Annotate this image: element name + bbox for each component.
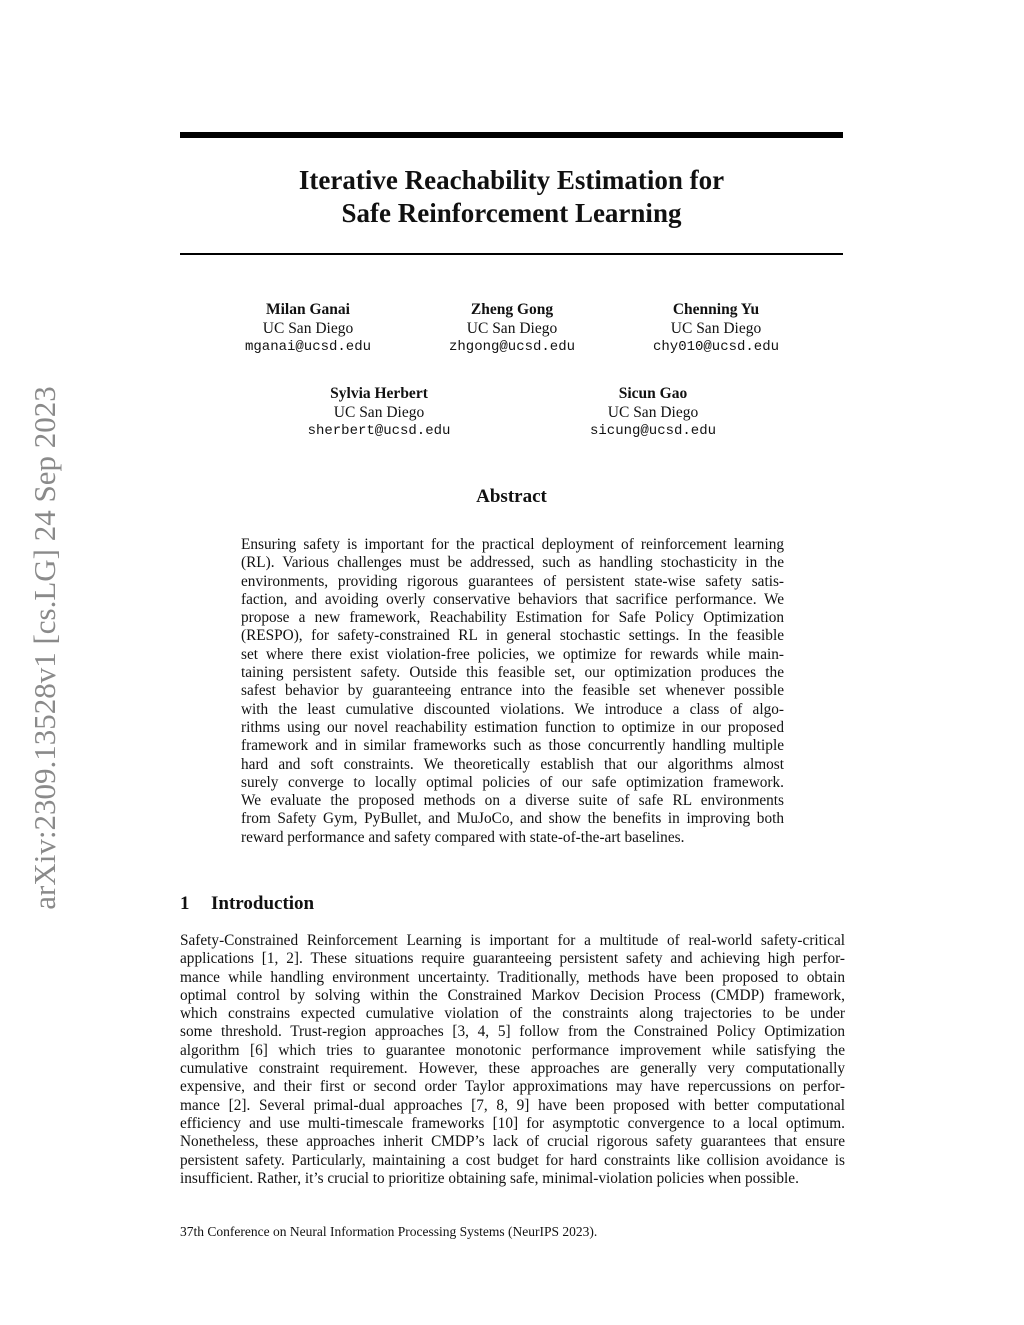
text-line: taining persistent safety. Outside this …	[241, 664, 784, 682]
author-affiliation: UC San Diego	[607, 403, 699, 421]
text-line: set where there exist violation-free pol…	[241, 645, 784, 663]
text-line: insufficient. Rather, it’s crucial to pr…	[180, 1169, 799, 1187]
title-line: Safe Reinforcement Learning	[341, 198, 682, 228]
section-number: 1	[180, 893, 190, 914]
author-name: Sicun Gao	[618, 385, 688, 402]
conference-footnote: 37th Conference on Neural Information Pr…	[180, 1224, 598, 1239]
text-line: Safety-Constrained Reinforcement Learnin…	[180, 932, 845, 949]
title-rule-top	[180, 132, 843, 138]
text-line: mance [2]. Several primal-dual approache…	[180, 1096, 845, 1114]
text-line: hard and soft constraints. We theoretica…	[241, 755, 784, 773]
text-line: We evaluate the proposed methods on a di…	[241, 792, 784, 810]
author-block: Sylvia Herbert UC San Diego sherbert@ucs…	[269, 385, 489, 441]
text-line: Ensuring safety is important for the pra…	[241, 536, 784, 553]
text-line: expensive, and their first or second ord…	[180, 1078, 845, 1096]
author-email: chy010@ucsd.edu	[652, 339, 780, 355]
text-line: with the least cumulative discounted vio…	[241, 700, 784, 718]
text-line: faction, and avoiding overly conservativ…	[241, 590, 784, 608]
author-affiliation: UC San Diego	[466, 319, 558, 337]
title-rule-bottom	[180, 253, 843, 255]
section-title: Introduction	[211, 893, 315, 914]
text-line: surely converge to locally optimal polic…	[241, 773, 784, 791]
arxiv-stamp: arXiv:2309.13528v1 [cs.LG] 24 Sep 2023	[27, 386, 62, 910]
text-line: framework and in similar frameworks such…	[241, 737, 784, 755]
author-block: Sicun Gao UC San Diego sicung@ucsd.edu	[543, 385, 763, 441]
text-line: reward performance and safety compared w…	[241, 828, 685, 846]
text-line: safest behavior by guaranteeing entrance…	[241, 682, 784, 700]
author-affiliation: UC San Diego	[262, 319, 354, 337]
text-line: persistent safety. Particularly, maintai…	[180, 1151, 845, 1169]
text-line: propose a new framework, Reachability Es…	[241, 609, 784, 627]
text-line: some threshold. Trust-region approaches …	[180, 1023, 845, 1041]
author-email: sherbert@ucsd.edu	[307, 423, 451, 439]
text-line: environments, providing rigorous guarant…	[241, 572, 784, 590]
author-block: Zheng Gong UC San Diego zhgong@ucsd.edu	[402, 301, 622, 357]
abstract-body: Ensuring safety is important for the pra…	[241, 536, 784, 847]
author-name: Milan Ganai	[266, 301, 350, 318]
author-email: zhgong@ucsd.edu	[448, 339, 576, 355]
author-block: Chenning Yu UC San Diego chy010@ucsd.edu	[606, 301, 826, 357]
introduction-body: Safety-Constrained Reinforcement Learnin…	[180, 932, 845, 1188]
author-email: mganai@ucsd.edu	[244, 339, 372, 355]
text-line: which constrains expected cumulative vio…	[180, 1005, 845, 1023]
author-email: sicung@ucsd.edu	[589, 423, 717, 439]
abstract-heading: Abstract	[476, 486, 547, 507]
author-block: Milan Ganai UC San Diego mganai@ucsd.edu	[198, 301, 418, 357]
text-line: rithms using our novel reachability esti…	[241, 718, 784, 736]
text-line: from Safety Gym, PyBullet, and MuJoCo, a…	[241, 810, 784, 828]
text-line: cumulative constraint requirement. Howev…	[180, 1060, 845, 1078]
text-line: (RL). Various challenges must be address…	[241, 554, 784, 572]
text-line: optimal control by solving within the Co…	[180, 986, 845, 1004]
author-name: Chenning Yu	[672, 301, 760, 318]
text-line: (RESPO), for safety-constrained RL in ge…	[241, 627, 784, 645]
introduction-heading: 1 Introduction	[180, 893, 314, 915]
text-line: efficiency and use multi-timescale frame…	[180, 1114, 845, 1132]
text-line: algorithm [6] which tries to guarantee m…	[180, 1041, 845, 1059]
paper-title: Iterative Reachability Estimation for Sa…	[180, 164, 843, 230]
text-line: applications [1, 2]. These situations re…	[180, 950, 845, 968]
title-line: Iterative Reachability Estimation for	[298, 165, 725, 195]
author-affiliation: UC San Diego	[333, 403, 425, 421]
author-name: Sylvia Herbert	[330, 385, 428, 402]
author-name: Zheng Gong	[470, 301, 554, 318]
text-line: Nonetheless, these approaches inherit CM…	[180, 1133, 845, 1151]
author-affiliation: UC San Diego	[670, 319, 762, 337]
text-line: mance while handling environment uncerta…	[180, 968, 845, 986]
